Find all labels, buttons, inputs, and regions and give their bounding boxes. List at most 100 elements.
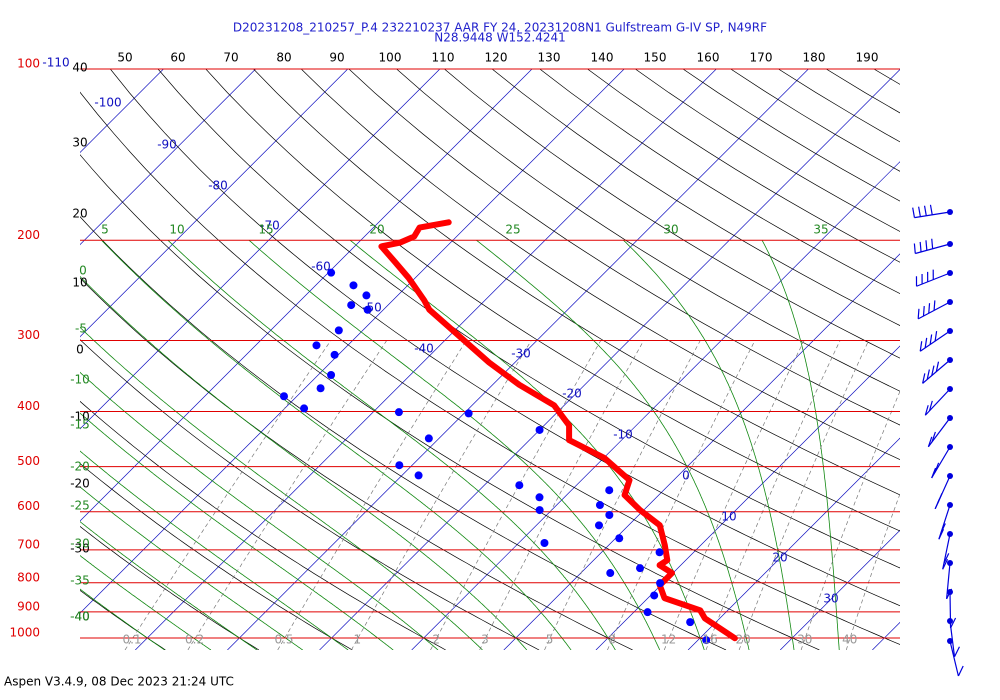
top-label: 170	[750, 51, 773, 65]
mixing-ratio-line	[544, 340, 701, 650]
moist-adiabat	[101, 240, 572, 650]
mixing-ratio-label: 5	[546, 633, 554, 647]
dewpoint-point	[594, 521, 603, 530]
dewpoint-point	[540, 539, 549, 548]
dry-adiabat-label: 30	[72, 136, 87, 150]
dry-adiabat	[80, 400, 446, 650]
moist-adiabat-label: -20	[70, 460, 90, 474]
wind-barb	[929, 334, 933, 345]
wind-barb	[931, 431, 936, 443]
dewpoint-point	[363, 305, 372, 314]
wind-barb	[950, 617, 957, 629]
isotherm-label: -110	[42, 56, 69, 70]
moist-adiabat-label: 25	[505, 223, 520, 237]
dewpoint-point	[414, 471, 423, 480]
dewpoint-point	[327, 268, 336, 277]
isotherm	[80, 69, 441, 430]
dry-adiabat	[300, 69, 900, 461]
wind-barb	[929, 204, 933, 215]
wind-barb-staff	[949, 640, 959, 677]
moist-adiabat-label: 10	[169, 223, 184, 237]
wind-barb	[928, 303, 931, 314]
dry-adiabat	[444, 69, 900, 359]
isotherm-label: 10	[721, 510, 736, 524]
pressure-label: 200	[17, 228, 40, 242]
top-label: 110	[432, 51, 455, 65]
dewpoint-point	[334, 326, 343, 335]
moist-adiabat	[80, 450, 349, 650]
wind-barb-dot	[947, 618, 953, 624]
isotherm	[135, 69, 717, 650]
dry-adiabat	[396, 69, 900, 392]
isotherm	[80, 69, 256, 246]
wind-barb-dot	[947, 209, 953, 215]
mixing-ratio-label: 12	[661, 633, 676, 647]
top-label: 190	[856, 51, 879, 65]
dry-adiabat	[80, 526, 260, 650]
mixing-ratio-label: 20	[736, 633, 751, 647]
dry-adiabat-label: -20	[70, 477, 90, 491]
moist-adiabat-label: 0	[79, 264, 87, 278]
mixing-ratio-label: 30	[797, 633, 812, 647]
dewpoint-point	[595, 501, 604, 510]
isotherm	[779, 529, 900, 650]
isotherm-label: -90	[157, 138, 177, 152]
moist-adiabat-label: -35	[70, 574, 90, 588]
dry-adiabat	[80, 277, 633, 650]
isotherm	[80, 69, 533, 522]
pressure-label: 600	[17, 499, 40, 513]
wind-barb	[931, 238, 934, 249]
mixing-ratio-line	[430, 340, 602, 650]
top-label: 160	[697, 51, 720, 65]
wind-barb	[957, 665, 964, 677]
moist-adiabat-label: -10	[70, 373, 90, 387]
top-label: 70	[223, 51, 238, 65]
dewpoint-point	[605, 486, 614, 495]
wind-barb	[943, 553, 950, 564]
wind-barb-dot	[947, 638, 953, 644]
wind-barb	[912, 207, 916, 218]
moist-adiabat-label: -40	[70, 610, 90, 624]
top-label: 60	[170, 51, 185, 65]
pressure-label: 800	[17, 570, 40, 584]
isotherm-label: -60	[311, 260, 331, 274]
isotherm-label: -10	[613, 428, 633, 442]
dry-adiabat	[80, 216, 727, 650]
wind-barb-dot	[947, 531, 953, 537]
dewpoint-point	[655, 548, 664, 557]
wind-barb	[938, 528, 945, 540]
isotherm	[227, 69, 809, 650]
moist-adiabat	[167, 240, 616, 650]
dewpoint-point	[347, 301, 356, 310]
moist-adiabat-label: 15	[258, 223, 273, 237]
moist-adiabat	[80, 326, 483, 650]
pressure-label: 500	[17, 454, 40, 468]
wind-barb-staff	[949, 620, 956, 657]
mixing-ratio-label: 16	[703, 633, 718, 647]
wind-barb-dot	[947, 357, 953, 363]
wind-barb	[940, 523, 946, 534]
mixing-ratio-line	[479, 340, 645, 650]
isotherm-label: -40	[414, 342, 434, 356]
mixing-ratio-label: 0.5	[274, 633, 293, 647]
moist-adiabat	[248, 239, 661, 650]
wind-barb	[917, 308, 920, 319]
isotherm	[80, 69, 625, 614]
mixing-ratio-line	[845, 492, 900, 650]
mixing-ratio-line	[607, 340, 756, 650]
dry-adiabat	[80, 154, 820, 650]
isotherm-label: -30	[511, 347, 531, 361]
isotherm	[503, 253, 900, 650]
mixing-ratio-label: 40	[842, 633, 857, 647]
wind-barb	[937, 493, 943, 504]
moist-adiabat-label: 20	[369, 223, 384, 237]
pressure-label: 300	[17, 328, 40, 342]
dewpoint-point	[349, 281, 358, 290]
wind-barb	[942, 558, 949, 570]
dry-adiabat-label: 0	[76, 343, 84, 357]
dewpoint-point	[316, 384, 325, 393]
moist-adiabat-label: -15	[70, 418, 90, 432]
wind-barb	[922, 305, 925, 317]
dewpoint-point	[656, 579, 665, 588]
